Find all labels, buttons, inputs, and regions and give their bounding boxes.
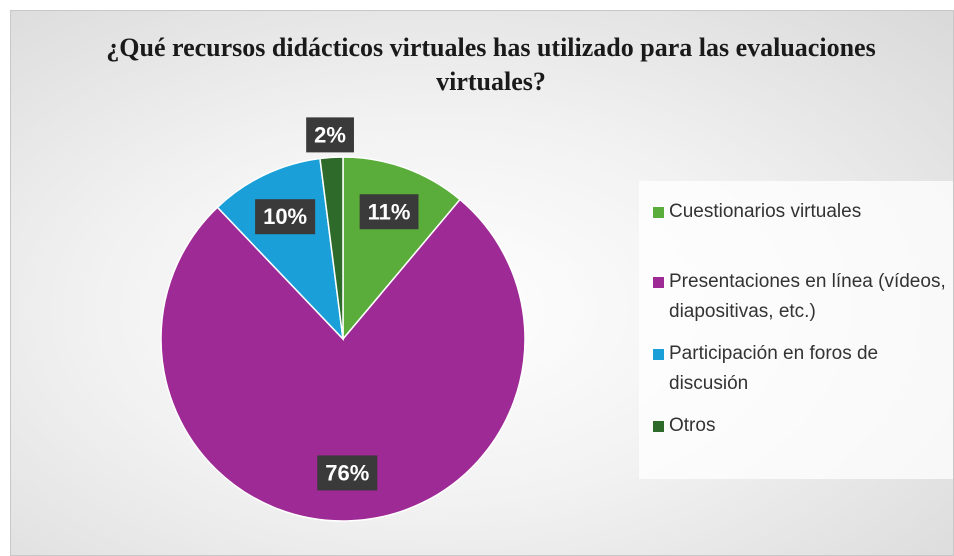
legend-swatch (653, 277, 664, 288)
data-label-box (306, 117, 354, 153)
data-label-text: 2% (314, 122, 346, 147)
data-label: 11% (359, 194, 419, 230)
pie-area: 11% 76% 10% 2% (160, 117, 526, 522)
legend-item: Participación en foros de discusión (653, 339, 954, 399)
legend-label: Cuestionarios virtuales (669, 201, 862, 222)
legend-swatch (653, 207, 664, 218)
data-label: 76% (317, 455, 378, 491)
pie-slice (160, 198, 526, 522)
data-label-text: 10% (263, 204, 307, 229)
legend-swatch (653, 349, 664, 360)
legend-label: Participación en foros de discusión (669, 343, 879, 394)
data-label-box (255, 199, 316, 235)
legend-label: Otros (669, 415, 716, 436)
data-label: 10% (255, 199, 316, 235)
data-label-box (359, 194, 419, 230)
data-label-box (317, 455, 378, 491)
pie-slice (319, 156, 344, 340)
chart: 11% 76% 10% 2% ¿Qué recursos didácticos vir… (10, 10, 954, 556)
data-label-text: 11% (368, 199, 411, 224)
legend-item: Cuestionarios virtuales (653, 197, 954, 227)
legend-swatch (653, 421, 664, 432)
legend-item: Presentaciones en línea (vídeos, diaposi… (653, 267, 954, 327)
data-label-text: 76% (325, 460, 369, 485)
legend-item: Otros (653, 411, 954, 441)
chart-title: ¿Qué recursos didácticos virtuales has u… (106, 33, 876, 96)
legend: Cuestionarios virtuales Presentaciones en… (639, 181, 953, 479)
legend-label: Presentaciones en línea (vídeos, diaposi… (669, 271, 946, 322)
data-label: 2% (306, 117, 354, 153)
